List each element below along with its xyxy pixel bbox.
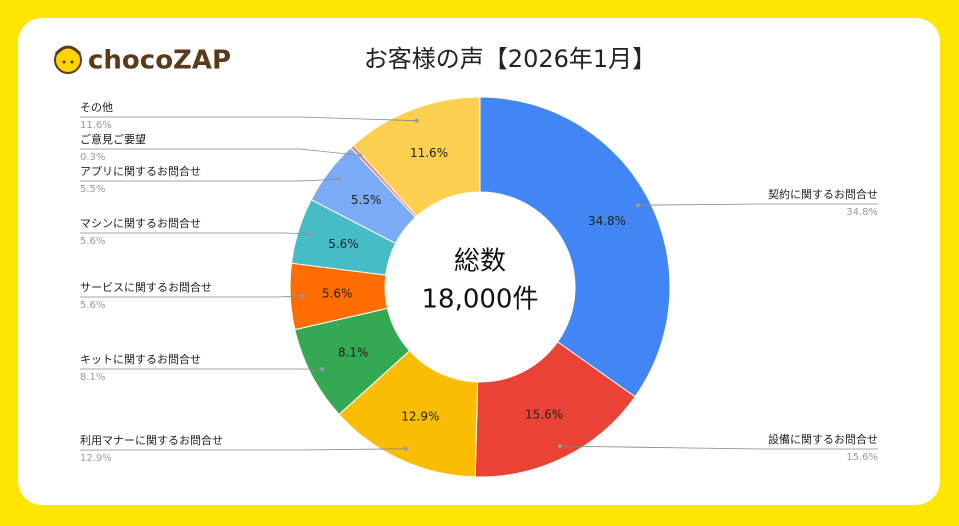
slice-label: 12.9% xyxy=(401,409,439,423)
leader-dot xyxy=(300,294,304,298)
legend-label: その他 xyxy=(80,101,113,114)
logo-icon xyxy=(55,47,81,73)
legend-value: 34.8% xyxy=(846,207,878,218)
legend-label: 利用マナーに関するお問合せ xyxy=(80,433,223,447)
leader-dot xyxy=(320,367,324,371)
center-label: 18,000件 xyxy=(422,285,539,315)
logo: chocoZAP xyxy=(88,46,231,76)
legend-label: キットに関するお問合せ xyxy=(80,352,201,366)
legend-label: サービスに関するお問合せ xyxy=(80,280,212,294)
legend-value: 5.6% xyxy=(80,236,105,247)
leader-dot xyxy=(358,153,362,157)
leader-dot xyxy=(308,232,312,236)
legend-value: 11.6% xyxy=(80,120,112,131)
center-label: 総数 xyxy=(454,247,506,277)
slice-label: 34.8% xyxy=(588,214,626,228)
legend-value: 8.1% xyxy=(80,372,105,383)
chart-title: お客様の声【2026年1月】 xyxy=(364,45,656,73)
legend-value: 5.5% xyxy=(80,184,105,195)
leader-dot xyxy=(558,444,562,448)
leader-dot xyxy=(636,203,640,207)
legend-label: マシンに関するお問合せ xyxy=(80,216,201,230)
leader-dot xyxy=(336,177,340,181)
legend-value: 5.6% xyxy=(80,300,105,311)
slice-label: 11.6% xyxy=(410,146,448,160)
slice-label: 5.5% xyxy=(351,193,382,207)
legend-label: ご意見ご要望 xyxy=(80,132,146,146)
legend-label: アプリに関するお問合せ xyxy=(80,164,201,178)
legend-value: 15.6% xyxy=(846,452,878,463)
leader-dot xyxy=(404,447,408,451)
slice-label: 15.6% xyxy=(525,407,563,421)
slice-label: 5.6% xyxy=(328,237,359,251)
legend-label: 設備に関するお問合せ xyxy=(768,432,878,446)
leader-dot xyxy=(415,119,419,123)
legend-value: 0.3% xyxy=(80,152,105,163)
slice-label: 8.1% xyxy=(338,346,369,360)
slice-label: 5.6% xyxy=(322,287,353,301)
legend-value: 12.9% xyxy=(80,453,112,464)
legend-label: 契約に関するお問合せ xyxy=(768,187,878,201)
